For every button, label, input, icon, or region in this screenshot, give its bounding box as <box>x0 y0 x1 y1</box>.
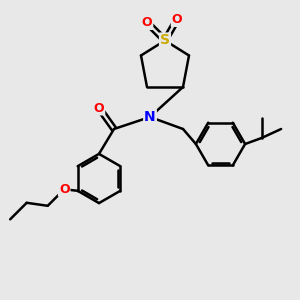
Text: O: O <box>142 16 152 29</box>
Text: O: O <box>94 101 104 115</box>
Text: O: O <box>59 183 70 196</box>
Text: O: O <box>172 13 182 26</box>
Text: S: S <box>160 34 170 47</box>
Text: N: N <box>144 110 156 124</box>
